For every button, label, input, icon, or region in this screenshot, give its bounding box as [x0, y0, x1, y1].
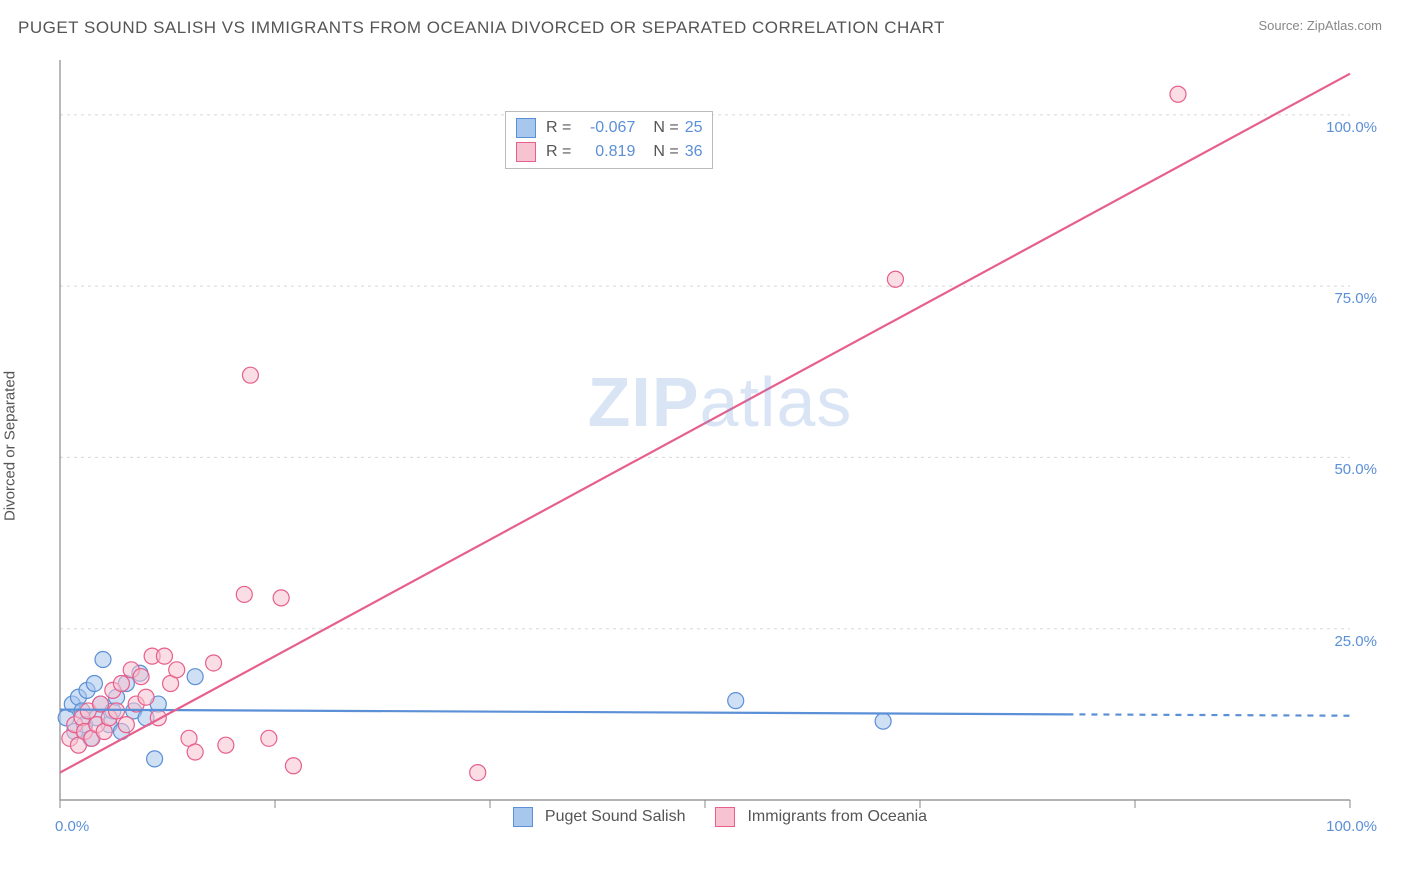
stats-row: R =-0.067 N = 25	[516, 116, 702, 140]
series-swatch	[516, 118, 536, 138]
chart-title: PUGET SOUND SALISH VS IMMIGRANTS FROM OC…	[18, 18, 945, 38]
n-label: N =	[653, 140, 678, 164]
n-value: 36	[685, 140, 703, 164]
n-label: N =	[653, 116, 678, 140]
correlation-stats-box: R =-0.067 N = 25 R =0.819 N = 36	[505, 111, 713, 169]
legend-label: Puget Sound Salish	[545, 808, 686, 826]
legend-label: Immigrants from Oceania	[747, 808, 927, 826]
stats-row: R =0.819 N = 36	[516, 140, 702, 164]
legend-swatch	[715, 807, 735, 827]
r-label: R =	[546, 116, 571, 140]
r-value: -0.067	[577, 116, 635, 140]
series-swatch	[516, 142, 536, 162]
y-tick-label: 25.0%	[1334, 633, 1377, 650]
legend-swatch	[513, 807, 533, 827]
r-value: 0.819	[577, 140, 635, 164]
scatter-chart-svg	[55, 55, 1385, 825]
y-tick-label: 100.0%	[1326, 119, 1377, 136]
source-attribution: Source: ZipAtlas.com	[1258, 18, 1382, 33]
y-tick-label: 50.0%	[1334, 461, 1377, 478]
chart-area: ZIPatlas R =-0.067N =25R =0.819N =36 Pug…	[55, 55, 1385, 825]
x-tick-label: 100.0%	[1326, 818, 1377, 835]
legend-item: Puget Sound Salish	[513, 807, 686, 827]
y-tick-label: 75.0%	[1334, 290, 1377, 307]
n-value: 25	[685, 116, 703, 140]
r-label: R =	[546, 140, 571, 164]
bottom-legend: Puget Sound Salish Immigrants from Oceani…	[55, 807, 1385, 827]
x-tick-label: 0.0%	[55, 818, 89, 835]
legend-item: Immigrants from Oceania	[715, 807, 927, 827]
